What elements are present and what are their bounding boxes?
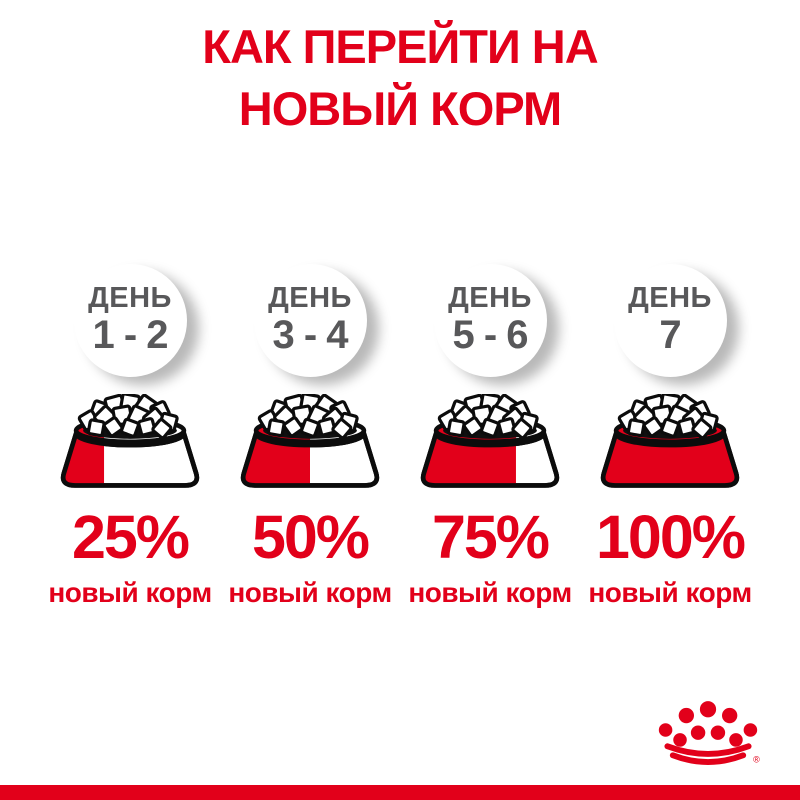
step-column: ДЕНЬ 3 - 4 50% новый корм: [220, 264, 400, 609]
kibble-pieces: [77, 392, 179, 440]
day-range: 1 - 2: [92, 313, 168, 358]
bowl-wrapper: [55, 392, 205, 499]
step-column: ДЕНЬ 7 100% новый корм: [580, 264, 760, 609]
day-circle: ДЕНЬ 3 - 4: [253, 264, 367, 378]
percent-new-food: 75%: [431, 503, 550, 572]
percent-caption: новый корм: [228, 577, 392, 609]
step-column: ДЕНЬ 1 - 2 25% новый корм: [40, 264, 220, 609]
bowl-wrapper: [235, 392, 385, 499]
food-bowl-icon: [60, 392, 200, 488]
registered-mark: ®: [753, 754, 760, 764]
kibble-pieces: [437, 392, 539, 440]
day-circle: ДЕНЬ 7: [613, 264, 727, 378]
title-line: КАК ПЕРЕЙТИ НА: [202, 20, 598, 73]
food-bowl-icon: [240, 392, 380, 488]
day-range: 7: [659, 313, 681, 358]
percent-new-food: 25%: [71, 503, 190, 572]
percent-caption: новый корм: [588, 577, 752, 609]
kibble-pieces: [257, 392, 359, 440]
day-label: ДЕНЬ: [448, 282, 532, 315]
footer-red-stripe: [0, 785, 800, 800]
percent-caption: новый корм: [408, 577, 572, 609]
day-range: 3 - 4: [272, 313, 348, 358]
crown-base-arcs: [664, 743, 752, 765]
step-column: ДЕНЬ 5 - 6 75% новый корм: [400, 264, 580, 609]
percent-new-food: 100%: [595, 503, 746, 572]
royal-canin-crown-logo: ®: [658, 701, 760, 765]
day-range: 5 - 6: [452, 313, 528, 358]
crown-dots: [658, 701, 758, 747]
transition-steps: ДЕНЬ 1 - 2 25% новый корм ДЕНЬ 3 - 4 50%…: [0, 264, 800, 609]
title-line: НОВЫЙ КОРМ: [238, 82, 562, 136]
day-label: ДЕНЬ: [268, 282, 352, 315]
bowl-wrapper: [415, 392, 565, 499]
food-bowl-icon: [420, 392, 560, 488]
percent-new-food: 50%: [251, 503, 370, 572]
day-circle: ДЕНЬ 1 - 2: [73, 264, 187, 378]
page-title: КАК ПЕРЕЙТИ НА НОВЫЙ КОРМ: [0, 0, 800, 140]
food-bowl-icon: [600, 392, 740, 488]
day-label: ДЕНЬ: [88, 282, 172, 315]
percent-caption: новый корм: [48, 577, 212, 609]
bowl-wrapper: [595, 392, 745, 499]
kibble-pieces: [617, 392, 719, 440]
day-label: ДЕНЬ: [628, 282, 712, 315]
day-circle: ДЕНЬ 5 - 6: [433, 264, 547, 378]
